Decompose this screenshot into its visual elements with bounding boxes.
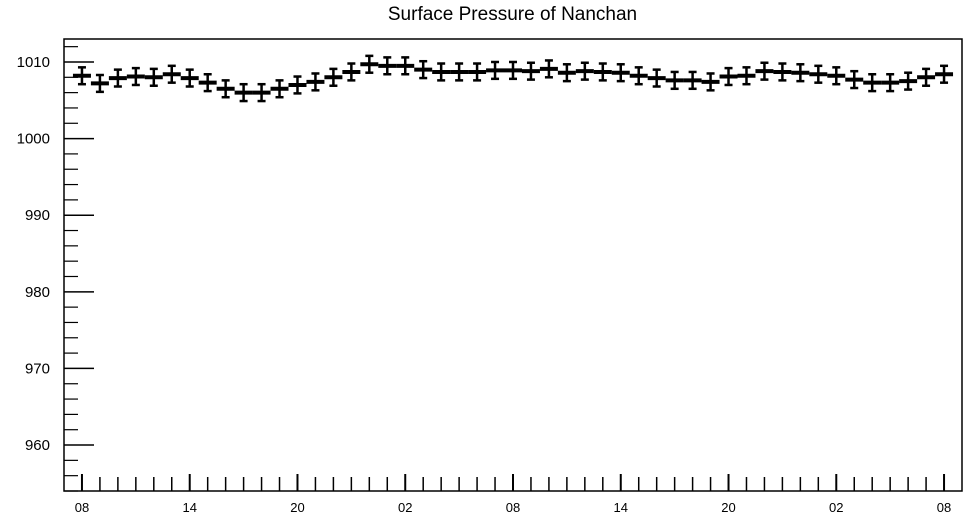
x-tick-label: 14 [614, 500, 628, 515]
y-tick-label: 970 [25, 360, 50, 377]
data-point [270, 79, 289, 99]
data-point [504, 60, 522, 81]
data-point [252, 82, 271, 103]
x-tick-label: 20 [721, 500, 735, 515]
data-point [288, 75, 307, 95]
data-point [629, 66, 648, 86]
data-point [737, 66, 756, 86]
plot-frame [63, 38, 963, 492]
data-point [773, 62, 792, 82]
data-point [378, 56, 397, 76]
data-point [701, 72, 720, 92]
data-point [863, 72, 882, 93]
data-point [216, 79, 235, 99]
data-point [450, 62, 469, 82]
data-point [306, 72, 325, 92]
data-point [593, 62, 612, 82]
data-point [791, 63, 810, 83]
data-point [935, 64, 954, 84]
data-point [611, 63, 630, 83]
y-tick-label: 990 [25, 207, 50, 224]
data-point [521, 61, 540, 81]
data-point [432, 62, 451, 82]
data-point [396, 56, 415, 76]
y-tick-label: 1000 [17, 131, 50, 148]
data-point [324, 67, 343, 87]
data-point [845, 69, 864, 90]
data-point [809, 64, 828, 84]
data-point [144, 67, 163, 87]
x-tick-label: 08 [506, 500, 520, 515]
data-point [899, 71, 918, 91]
y-tick-label: 1010 [17, 54, 50, 71]
y-tick-label: 960 [25, 437, 50, 454]
data-point [557, 63, 576, 83]
data-point [72, 66, 91, 86]
data-point [468, 62, 487, 82]
data-point [719, 66, 738, 87]
data-point [665, 70, 684, 91]
data-point [755, 61, 774, 81]
data-point [539, 59, 558, 79]
data-point [162, 64, 181, 84]
data-point [108, 68, 127, 88]
data-point [647, 68, 666, 88]
data-point [126, 66, 145, 87]
data-point [881, 72, 900, 93]
x-tick-label: 08 [937, 500, 951, 515]
chart-title: Surface Pressure of Nanchan [387, 4, 638, 25]
data-point [486, 60, 505, 81]
data-point [683, 70, 702, 91]
data-point [414, 59, 433, 80]
data-point [90, 73, 109, 94]
data-point [198, 72, 217, 93]
data-point [360, 54, 379, 74]
data-point [827, 66, 846, 86]
x-tick-label: 02 [829, 500, 843, 515]
data-point [180, 68, 199, 88]
data-point [342, 62, 361, 82]
data-point [917, 67, 936, 87]
data-point [575, 61, 594, 81]
x-tick-label: 20 [290, 500, 304, 515]
x-tick-label: 02 [398, 500, 412, 515]
x-tick-label: 14 [182, 500, 196, 515]
y-tick-label: 980 [25, 284, 50, 301]
data-point [234, 82, 253, 103]
x-tick-label: 08 [75, 500, 89, 515]
